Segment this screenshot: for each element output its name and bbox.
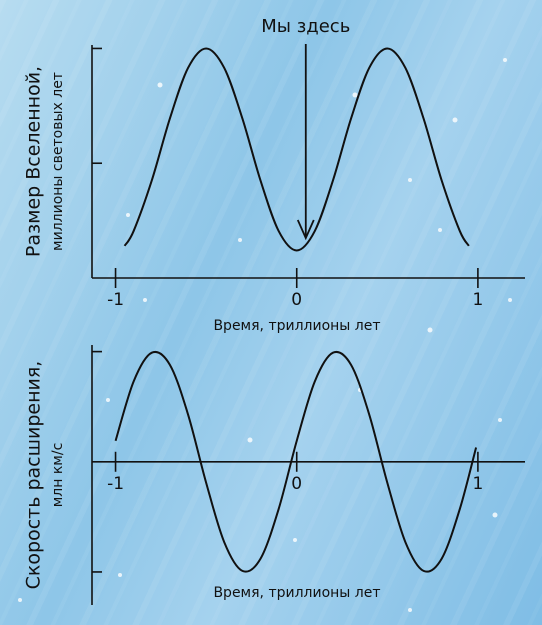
y-axis-label: Скорость расширения, — [23, 361, 45, 590]
y-axis-sublabel: миллионы световых лет — [50, 72, 66, 251]
x-tick-label: 1 — [472, 474, 483, 494]
x-axis-label: Время, триллионы лет — [213, 318, 380, 334]
x-axis-label: Время, триллионы лет — [213, 585, 380, 601]
y-axis-label: Размер Вселенной, — [23, 66, 45, 257]
x-tick-label: -1 — [107, 474, 124, 494]
data-line — [114, 350, 478, 573]
x-tick-label: 0 — [291, 290, 302, 310]
data-line — [123, 47, 470, 252]
x-tick-label: 0 — [291, 474, 302, 494]
x-tick-label: 1 — [472, 290, 483, 310]
annotation: Мы здесь — [261, 16, 350, 37]
arrow-head — [296, 219, 315, 241]
y-axis-sublabel: млн км/с — [50, 443, 66, 508]
x-tick-label: -1 — [107, 290, 124, 310]
